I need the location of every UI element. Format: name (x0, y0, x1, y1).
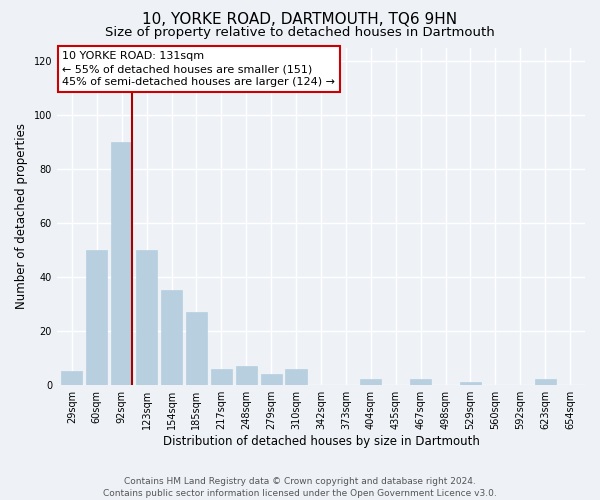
Text: 10 YORKE ROAD: 131sqm
← 55% of detached houses are smaller (151)
45% of semi-det: 10 YORKE ROAD: 131sqm ← 55% of detached … (62, 51, 335, 88)
Bar (236, 366, 257, 384)
X-axis label: Distribution of detached houses by size in Dartmouth: Distribution of detached houses by size … (163, 434, 479, 448)
Bar (211, 368, 232, 384)
Bar (260, 374, 282, 384)
Bar (161, 290, 182, 384)
Bar (111, 142, 132, 384)
Text: Size of property relative to detached houses in Dartmouth: Size of property relative to detached ho… (105, 26, 495, 39)
Y-axis label: Number of detached properties: Number of detached properties (15, 123, 28, 309)
Bar (286, 368, 307, 384)
Text: 10, YORKE ROAD, DARTMOUTH, TQ6 9HN: 10, YORKE ROAD, DARTMOUTH, TQ6 9HN (142, 12, 458, 28)
Bar (360, 380, 382, 384)
Bar (460, 382, 481, 384)
Bar (535, 380, 556, 384)
Bar (410, 380, 431, 384)
Bar (86, 250, 107, 384)
Bar (186, 312, 207, 384)
Text: Contains HM Land Registry data © Crown copyright and database right 2024.
Contai: Contains HM Land Registry data © Crown c… (103, 476, 497, 498)
Bar (136, 250, 157, 384)
Bar (61, 371, 82, 384)
